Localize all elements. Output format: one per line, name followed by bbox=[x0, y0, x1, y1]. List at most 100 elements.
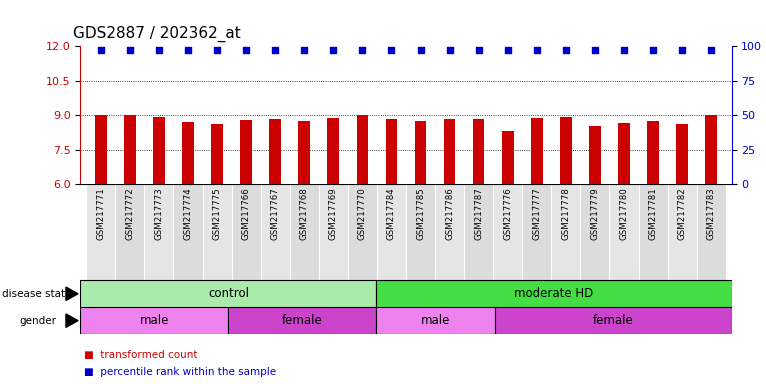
Text: GSM217774: GSM217774 bbox=[184, 187, 192, 240]
Bar bbox=[231, 184, 260, 280]
Bar bbox=[377, 184, 406, 280]
Polygon shape bbox=[66, 314, 78, 327]
Text: female: female bbox=[282, 314, 322, 327]
Bar bbox=[385, 119, 398, 184]
Bar bbox=[328, 118, 339, 184]
Bar bbox=[406, 184, 435, 280]
Point bbox=[298, 46, 310, 53]
Text: GSM217779: GSM217779 bbox=[591, 187, 600, 240]
Bar bbox=[581, 184, 610, 280]
Text: GSM217781: GSM217781 bbox=[649, 187, 657, 240]
Bar bbox=[356, 115, 368, 184]
Bar bbox=[639, 184, 668, 280]
Bar bbox=[260, 184, 290, 280]
Point bbox=[618, 46, 630, 53]
Point bbox=[152, 46, 165, 53]
Bar bbox=[435, 184, 464, 280]
Point bbox=[502, 46, 514, 53]
Bar bbox=[376, 280, 732, 307]
Text: GSM217775: GSM217775 bbox=[212, 187, 221, 240]
Bar bbox=[173, 184, 202, 280]
Bar bbox=[531, 118, 542, 184]
Bar bbox=[202, 184, 231, 280]
Bar bbox=[116, 184, 144, 280]
Point bbox=[444, 46, 456, 53]
Bar bbox=[705, 115, 717, 184]
Text: GSM217782: GSM217782 bbox=[678, 187, 686, 240]
Point bbox=[240, 46, 252, 53]
Text: GSM217772: GSM217772 bbox=[126, 187, 134, 240]
Bar bbox=[124, 115, 136, 184]
Point bbox=[531, 46, 543, 53]
Bar bbox=[348, 184, 377, 280]
Bar bbox=[95, 115, 106, 184]
Text: GSM217780: GSM217780 bbox=[620, 187, 628, 240]
Text: GSM217767: GSM217767 bbox=[270, 187, 280, 240]
Point bbox=[211, 46, 223, 53]
Point bbox=[705, 46, 717, 53]
Text: moderate HD: moderate HD bbox=[514, 287, 594, 300]
Point bbox=[95, 46, 107, 53]
Point bbox=[473, 46, 485, 53]
Point bbox=[385, 46, 398, 53]
Text: GSM217776: GSM217776 bbox=[503, 187, 512, 240]
Text: GSM217778: GSM217778 bbox=[561, 187, 571, 240]
Text: GSM217766: GSM217766 bbox=[241, 187, 250, 240]
Bar bbox=[552, 184, 581, 280]
Text: control: control bbox=[208, 287, 249, 300]
Point bbox=[414, 46, 427, 53]
Text: GSM217770: GSM217770 bbox=[358, 187, 367, 240]
Bar bbox=[414, 121, 427, 184]
Text: GSM217771: GSM217771 bbox=[97, 187, 105, 240]
Text: GSM217768: GSM217768 bbox=[300, 187, 309, 240]
Text: male: male bbox=[139, 314, 169, 327]
Text: male: male bbox=[421, 314, 450, 327]
Bar bbox=[299, 121, 310, 184]
Bar bbox=[473, 119, 484, 184]
Bar bbox=[502, 131, 513, 184]
Bar bbox=[560, 117, 571, 184]
Text: female: female bbox=[593, 314, 633, 327]
Bar bbox=[319, 184, 348, 280]
Text: GSM217786: GSM217786 bbox=[445, 187, 454, 240]
Bar bbox=[668, 184, 696, 280]
Bar bbox=[241, 120, 252, 184]
Bar bbox=[153, 117, 165, 184]
Bar bbox=[376, 307, 495, 334]
Point bbox=[676, 46, 688, 53]
Bar bbox=[211, 124, 223, 184]
Point bbox=[560, 46, 572, 53]
Text: ■  transformed count: ■ transformed count bbox=[84, 350, 198, 360]
Polygon shape bbox=[66, 287, 78, 300]
Bar bbox=[676, 124, 688, 184]
Point bbox=[124, 46, 136, 53]
Text: GSM217784: GSM217784 bbox=[387, 187, 396, 240]
Text: GSM217787: GSM217787 bbox=[474, 187, 483, 240]
Point bbox=[589, 46, 601, 53]
Bar bbox=[144, 184, 173, 280]
Bar bbox=[270, 119, 281, 184]
Text: GDS2887 / 202362_at: GDS2887 / 202362_at bbox=[73, 26, 241, 42]
Bar bbox=[80, 280, 376, 307]
Point bbox=[327, 46, 339, 53]
Text: GSM217769: GSM217769 bbox=[329, 187, 338, 240]
Bar bbox=[696, 184, 725, 280]
Text: gender: gender bbox=[19, 316, 57, 326]
Bar bbox=[80, 307, 228, 334]
Point bbox=[182, 46, 194, 53]
Text: ■  percentile rank within the sample: ■ percentile rank within the sample bbox=[84, 367, 277, 377]
Text: GSM217785: GSM217785 bbox=[416, 187, 425, 240]
Text: GSM217777: GSM217777 bbox=[532, 187, 542, 240]
Bar bbox=[290, 184, 319, 280]
Text: GSM217783: GSM217783 bbox=[707, 187, 715, 240]
Bar bbox=[464, 184, 493, 280]
Bar bbox=[87, 184, 116, 280]
Bar bbox=[493, 184, 522, 280]
Point bbox=[356, 46, 368, 53]
Text: GSM217773: GSM217773 bbox=[155, 187, 163, 240]
Bar bbox=[495, 307, 732, 334]
Point bbox=[647, 46, 660, 53]
Point bbox=[269, 46, 281, 53]
Bar bbox=[444, 119, 456, 184]
Bar bbox=[647, 121, 659, 184]
